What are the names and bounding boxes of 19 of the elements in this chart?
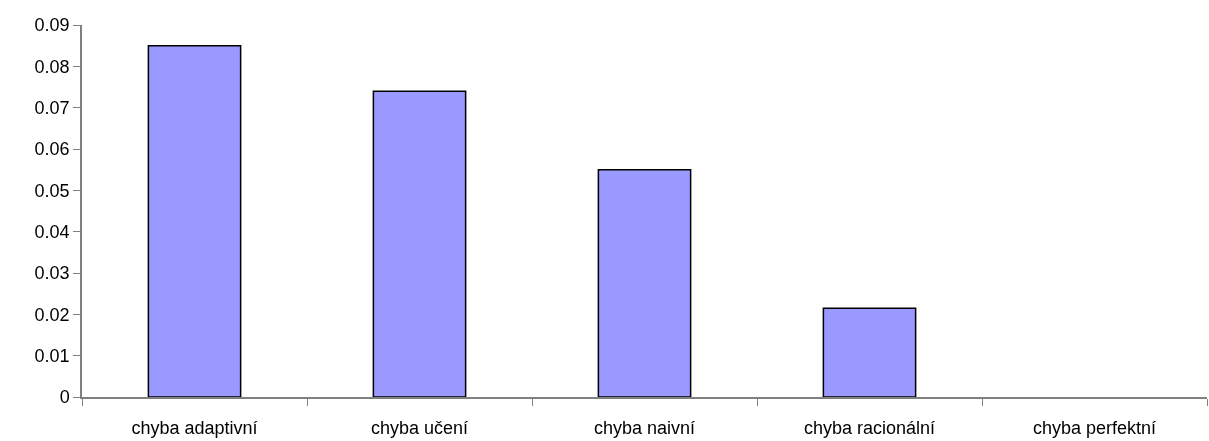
- y-tick-label: 0.07: [34, 97, 70, 118]
- y-tick-label: 0: [59, 387, 70, 408]
- bar: [597, 168, 692, 397]
- bar: [822, 307, 917, 397]
- x-tick-label: chyba naivní: [593, 418, 696, 439]
- x-tick-label: chyba racionální: [803, 418, 936, 439]
- y-tick-label: 0.08: [34, 56, 70, 77]
- y-tick-label: 0.05: [34, 180, 70, 201]
- y-tick-label: 0.01: [34, 345, 70, 366]
- x-tick-label: chyba perfektní: [1032, 418, 1157, 439]
- y-tick-label: 0.03: [34, 263, 70, 284]
- y-tick-label: 0.02: [34, 304, 70, 325]
- y-tick-label: 0.09: [34, 15, 70, 36]
- y-tick-label: 0.04: [34, 221, 70, 242]
- x-tick-label: chyba učení: [370, 418, 469, 439]
- bar: [147, 44, 242, 397]
- y-tick-label: 0.06: [34, 139, 70, 160]
- bar: [372, 90, 467, 397]
- x-tick-label: chyba adaptivní: [131, 418, 258, 439]
